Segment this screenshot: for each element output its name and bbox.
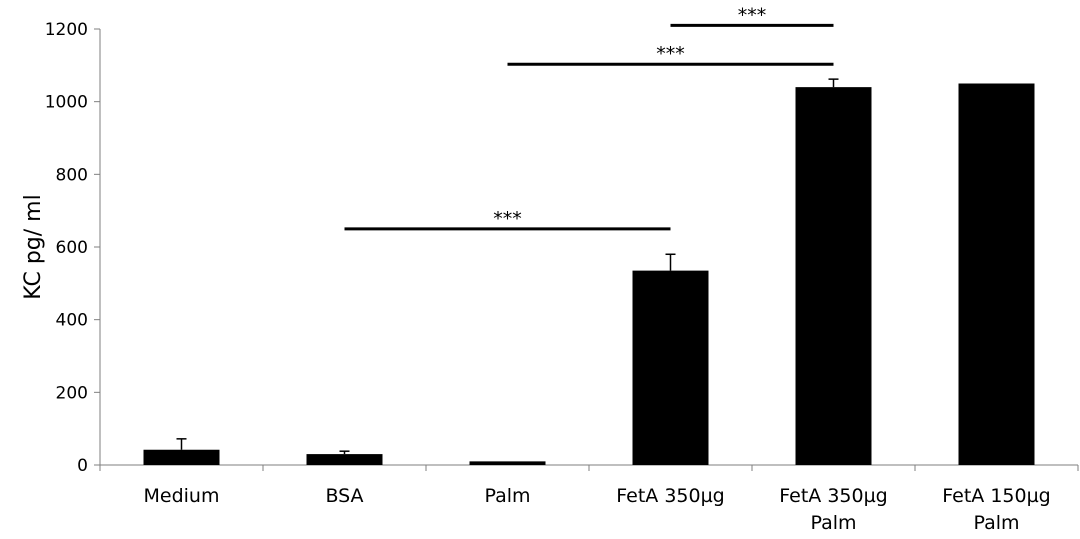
significance-brackets: *** *** ***	[344, 4, 834, 231]
x-tick-label: FetA 150µg Palm	[942, 485, 1050, 534]
bar	[632, 270, 709, 465]
x-tick-label: Medium	[144, 485, 220, 507]
significance-label: ***	[738, 4, 767, 26]
y-tick-label: 1000	[45, 93, 88, 113]
significance-label: ***	[493, 208, 522, 230]
x-tick-label: Palm	[484, 485, 530, 507]
x-axis: Medium BSA Palm FetA 350µg FetA 350µg Palm Fet…	[99, 464, 1079, 534]
x-tick-label: FetA 350µg	[616, 485, 724, 507]
y-axis-label: KC pg/ ml	[21, 194, 46, 299]
significance-label: ***	[656, 43, 685, 65]
x-tick-label: FetA 350µg Palm	[779, 485, 887, 534]
x-tick-label: BSA	[325, 485, 363, 507]
y-tick-label: 600	[56, 238, 88, 258]
error-bars	[176, 78, 839, 455]
bars	[143, 83, 1035, 465]
y-tick-label: 800	[56, 165, 88, 185]
bar	[143, 449, 220, 465]
bar	[306, 454, 383, 465]
bar	[958, 83, 1035, 465]
y-tick-label: 400	[56, 311, 88, 331]
bar	[469, 461, 546, 465]
y-tick-label: 0	[77, 456, 88, 476]
bar	[795, 87, 872, 465]
y-tick-label: 200	[56, 383, 88, 403]
y-tick-label: 1200	[45, 20, 88, 40]
y-axis: 0 200 400 600 800 1000 1200	[45, 20, 101, 476]
